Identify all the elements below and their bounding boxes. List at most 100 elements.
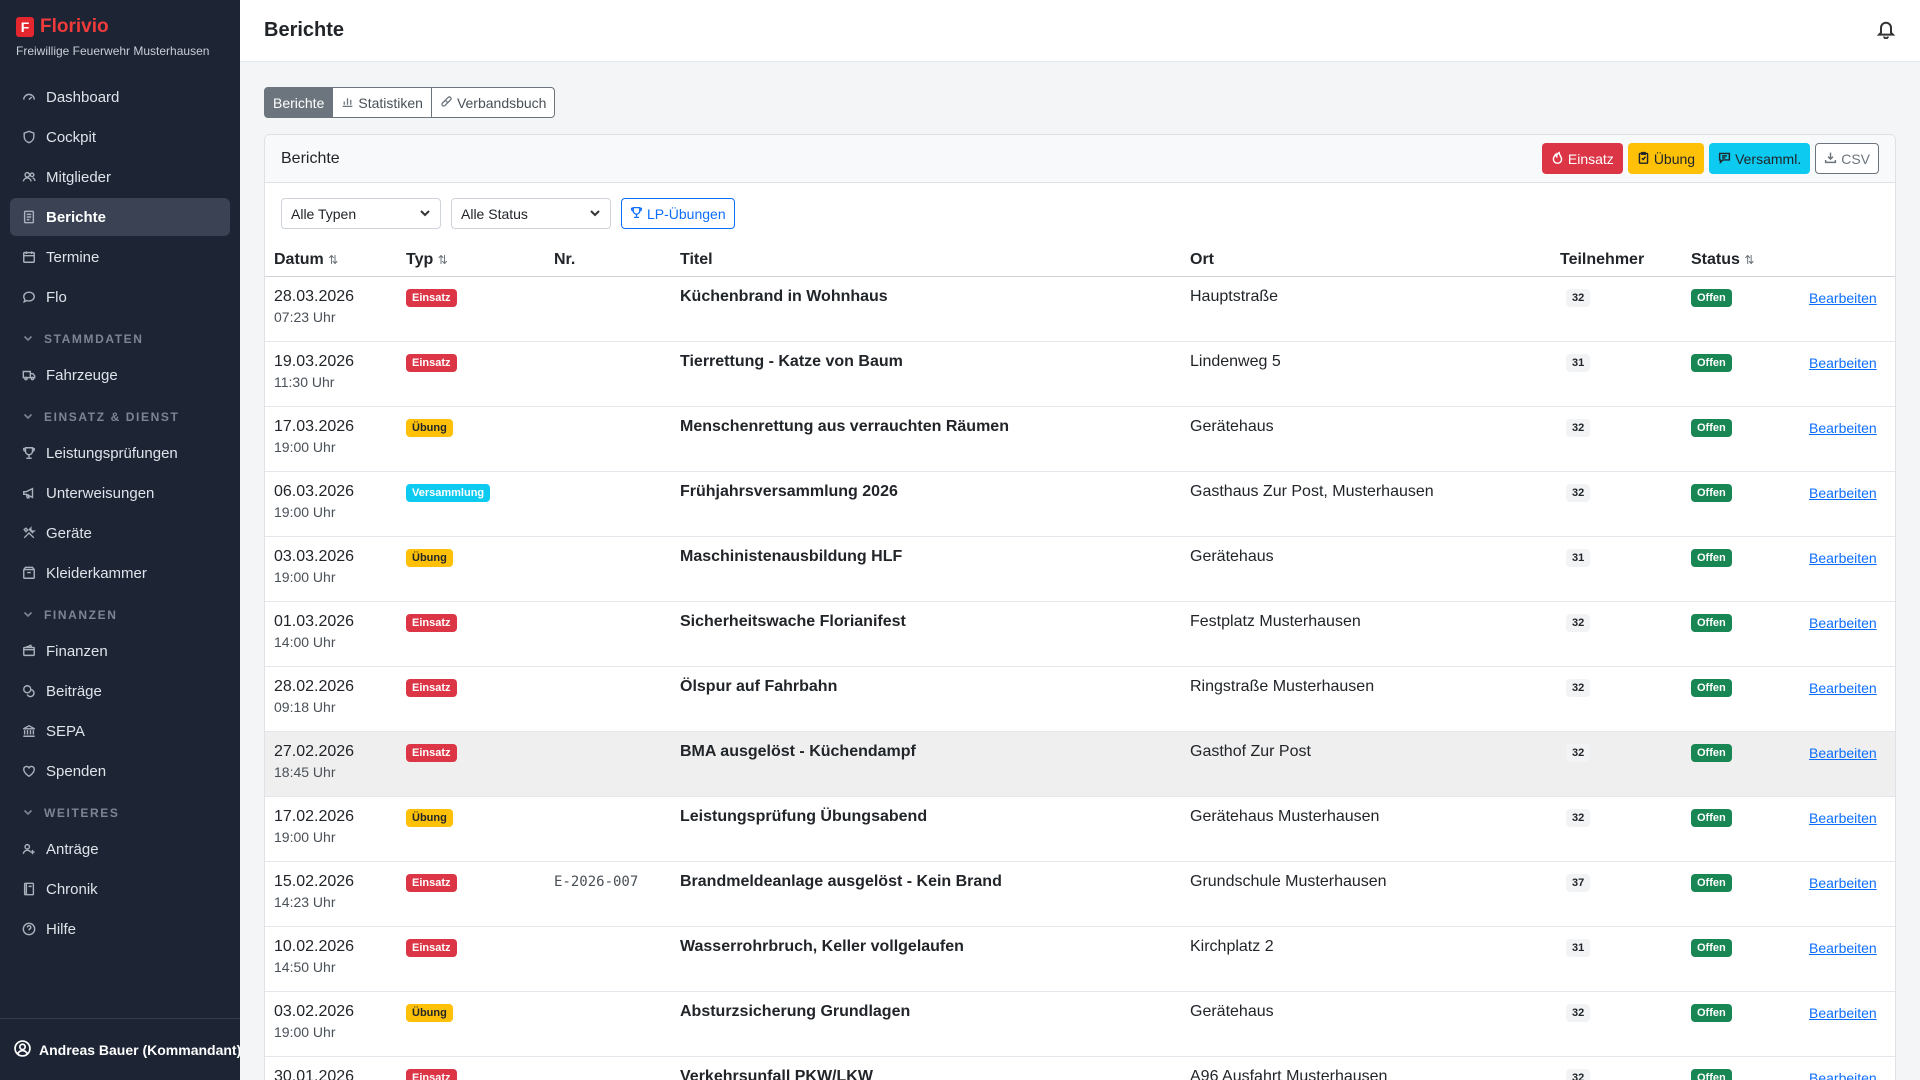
sidebar-item-spenden[interactable]: Spenden xyxy=(10,752,230,790)
sidebar-item-sepa[interactable]: SEPA xyxy=(10,712,230,750)
type-filter-select[interactable]: Alle Typen xyxy=(281,198,441,229)
tab-berichte[interactable]: Berichte xyxy=(264,87,334,118)
cell-actions: Bearbeiten xyxy=(1800,991,1895,1057)
sidebar-item-finanzen[interactable]: Finanzen xyxy=(10,632,230,670)
sidebar-section-weiteres[interactable]: WEITERES xyxy=(10,796,230,830)
report-number xyxy=(554,742,662,744)
download-icon xyxy=(1824,151,1837,167)
column-actions xyxy=(1800,244,1895,277)
report-number xyxy=(554,1002,662,1004)
sidebar-item-antraege[interactable]: Anträge xyxy=(10,830,230,868)
report-title: Verkehrsunfall PKW/LKW xyxy=(680,1067,873,1080)
edit-link[interactable]: Bearbeiten xyxy=(1809,484,1877,501)
sidebar-item-label: Cockpit xyxy=(46,128,97,146)
cell-status: Offen xyxy=(1682,991,1800,1057)
cell-ort: Kirchplatz 2 xyxy=(1181,926,1551,992)
edit-link[interactable]: Bearbeiten xyxy=(1809,1004,1877,1021)
cell-typ: Einsatz xyxy=(397,926,545,992)
sidebar-item-leistungspruefungen[interactable]: Leistungsprüfungen xyxy=(10,434,230,472)
sidebar-item-kleiderkammer[interactable]: Kleiderkammer xyxy=(10,554,230,592)
sidebar-item-unterweisungen[interactable]: Unterweisungen xyxy=(10,474,230,512)
report-title: Wasserrohrbruch, Keller vollgelaufen xyxy=(680,937,964,955)
table-row: 28.02.2026 09:18 Uhr Einsatz Ölspur auf Fah… xyxy=(265,666,1895,732)
report-time: 19:00 Uhr xyxy=(274,828,336,845)
cell-datum: 28.02.2026 09:18 Uhr xyxy=(265,666,397,732)
report-date: 03.02.2026 xyxy=(274,1002,355,1020)
column-label: Datum xyxy=(274,250,324,268)
sidebar-item-termine[interactable]: Termine xyxy=(10,238,230,276)
sidebar-section-finanzen[interactable]: FINANZEN xyxy=(10,598,230,632)
cell-nr xyxy=(545,926,671,992)
sidebar-item-mitglieder[interactable]: Mitglieder xyxy=(10,158,230,196)
edit-link[interactable]: Bearbeiten xyxy=(1809,1069,1877,1080)
sidebar-section-einsatz-dienst[interactable]: EINSATZ & DIENST xyxy=(10,400,230,434)
edit-link[interactable]: Bearbeiten xyxy=(1809,289,1877,306)
tab-statistiken[interactable]: Statistiken xyxy=(332,87,432,118)
status-badge: Offen xyxy=(1691,548,1732,567)
column-label: Nr. xyxy=(554,250,576,268)
bar-chart-icon xyxy=(341,95,354,111)
cell-status: Offen xyxy=(1682,406,1800,472)
brand-name[interactable]: Florivio xyxy=(40,16,109,37)
status-filter-select[interactable]: Alle Status xyxy=(451,198,611,229)
sidebar-item-hilfe[interactable]: Hilfe xyxy=(10,910,230,948)
csv-export-button[interactable]: CSV xyxy=(1815,143,1879,174)
bell-icon[interactable] xyxy=(1876,19,1896,43)
tab-verbandsbuch[interactable]: Verbandsbuch xyxy=(430,87,556,118)
button-label: Einsatz xyxy=(1567,150,1614,167)
sidebar-item-chronik[interactable]: Chronik xyxy=(10,870,230,908)
edit-link[interactable]: Bearbeiten xyxy=(1809,419,1877,436)
report-location: Gerätehaus xyxy=(1190,417,1274,435)
cell-actions: Bearbeiten xyxy=(1800,926,1895,992)
sidebar-item-berichte[interactable]: Berichte xyxy=(10,198,230,236)
edit-link[interactable]: Bearbeiten xyxy=(1809,744,1877,761)
sidebar-item-cockpit[interactable]: Cockpit xyxy=(10,118,230,156)
report-title: Leistungsprüfung Übungsabend xyxy=(680,807,928,825)
edit-link[interactable]: Bearbeiten xyxy=(1809,354,1877,371)
sidebar-item-beitraege[interactable]: Beiträge xyxy=(10,672,230,710)
user-menu[interactable]: Andreas Bauer (Kommandant) xyxy=(0,1018,240,1080)
card-header: Berichte Einsatz Übung Versamml. CSV xyxy=(265,135,1895,183)
cell-titel: Maschinistenausbildung HLF xyxy=(671,536,1181,602)
new-einsatz-button[interactable]: Einsatz xyxy=(1541,143,1623,174)
cell-titel: Sicherheitswache Florianifest xyxy=(671,601,1181,667)
type-badge: Übung xyxy=(406,808,453,827)
chevron-down-icon xyxy=(419,206,431,222)
lp-uebungen-filter-button[interactable]: LP-Übungen xyxy=(621,198,735,229)
tab-label: Berichte xyxy=(273,94,325,111)
button-label: CSV xyxy=(1841,150,1870,167)
sidebar-item-label: Flo xyxy=(46,288,67,306)
sidebar-item-label: Termine xyxy=(46,248,100,266)
report-location: Gerätehaus Musterhausen xyxy=(1190,807,1380,825)
cell-datum: 03.02.2026 19:00 Uhr xyxy=(265,991,397,1057)
column-datum[interactable]: Datum ⇅ xyxy=(265,244,397,277)
report-date: 17.02.2026 xyxy=(274,807,355,825)
report-date: 10.02.2026 xyxy=(274,937,355,955)
cell-datum: 27.02.2026 18:45 Uhr xyxy=(265,731,397,797)
column-status[interactable]: Status ⇅ xyxy=(1682,244,1800,277)
edit-link[interactable]: Bearbeiten xyxy=(1809,939,1877,956)
table-row: 03.03.2026 19:00 Uhr Übung Maschinistenausb… xyxy=(265,536,1895,602)
edit-link[interactable]: Bearbeiten xyxy=(1809,679,1877,696)
edit-link[interactable]: Bearbeiten xyxy=(1809,549,1877,566)
edit-link[interactable]: Bearbeiten xyxy=(1809,874,1877,891)
cell-typ: Übung xyxy=(397,536,545,602)
column-typ[interactable]: Typ ⇅ xyxy=(397,244,545,277)
new-uebung-button[interactable]: Übung xyxy=(1627,143,1705,174)
report-title: Frühjahrsversammlung 2026 xyxy=(680,482,898,500)
sidebar-item-geraete[interactable]: Geräte xyxy=(10,514,230,552)
shield-icon xyxy=(22,130,36,144)
edit-link[interactable]: Bearbeiten xyxy=(1809,809,1877,826)
cell-ort: A96 Ausfahrt Musterhausen xyxy=(1181,1056,1551,1080)
cell-ort: Gasthaus Zur Post, Musterhausen xyxy=(1181,471,1551,537)
sidebar-item-dashboard[interactable]: Dashboard xyxy=(10,78,230,116)
brand-logo[interactable]: F xyxy=(16,17,34,37)
edit-link[interactable]: Bearbeiten xyxy=(1809,614,1877,631)
sidebar-section-stammdaten[interactable]: STAMMDATEN xyxy=(10,322,230,356)
sidebar-item-fahrzeuge[interactable]: Fahrzeuge xyxy=(10,356,230,394)
cell-titel: Frühjahrsversammlung 2026 xyxy=(671,471,1181,537)
status-badge: Offen xyxy=(1691,938,1732,957)
cell-actions: Bearbeiten xyxy=(1800,796,1895,862)
new-versammlung-button[interactable]: Versamml. xyxy=(1709,143,1811,174)
sidebar-item-flo[interactable]: Flo xyxy=(10,278,230,316)
